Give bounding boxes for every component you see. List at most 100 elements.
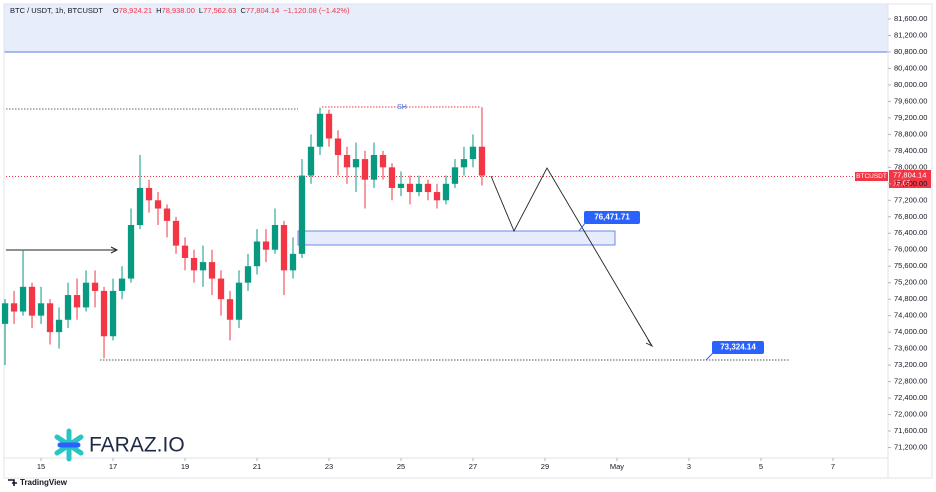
candle-body — [235, 282, 243, 320]
candle-body — [217, 278, 225, 300]
x-tick-label: 25 — [397, 462, 405, 471]
candle-body — [190, 257, 198, 271]
price-tag-text: 73,324.14 — [720, 343, 756, 352]
x-tick-label: 17 — [109, 462, 117, 471]
candle-body — [325, 113, 333, 139]
price-tag-text: 76,471.71 — [594, 213, 630, 222]
candle-body — [199, 262, 207, 271]
header: BTC / USDT, 1h, BTCUSDT O78,924.21 H78,93… — [10, 6, 350, 15]
x-tick-label: 19 — [181, 462, 189, 471]
y-tick-label: 72,000.00 — [894, 410, 927, 419]
y-tick-label: 76,400.00 — [894, 228, 927, 237]
y-tick-label: 77,200.00 — [894, 195, 927, 204]
candle-body — [181, 245, 189, 258]
ohlc-key: O — [113, 6, 119, 15]
candle-body — [478, 146, 486, 176]
symbol-title: BTC / USDT, 1h, BTCUSDT — [10, 6, 103, 15]
y-tick-label: 75,200.00 — [894, 278, 927, 287]
candle-body — [100, 290, 108, 337]
ohlc-key: C — [240, 6, 246, 15]
candle-body — [109, 290, 117, 337]
candle-body — [28, 286, 36, 316]
x-tick-label: 29 — [541, 462, 549, 471]
candle-body — [127, 225, 135, 279]
y-tick-label: 79,200.00 — [894, 113, 927, 122]
candle-body — [253, 241, 261, 267]
projection-arrow — [645, 339, 654, 348]
candle-body — [298, 175, 306, 254]
price-tag — [712, 341, 764, 354]
y-tick-label: 81,200.00 — [894, 30, 927, 39]
candle-body — [307, 146, 315, 176]
candle-body — [226, 299, 234, 320]
y-tick-label: 81,600.00 — [894, 14, 927, 23]
candle-body — [163, 208, 171, 221]
candle-body — [37, 303, 45, 316]
candle-body — [343, 154, 351, 168]
candle-body — [469, 146, 477, 160]
candle-body — [64, 295, 72, 320]
y-tick-label: 74,000.00 — [894, 327, 927, 336]
candle-body — [316, 113, 324, 147]
candle-body — [388, 167, 396, 188]
y-tick-label: 80,400.00 — [894, 63, 927, 72]
y-tick-label: 74,400.00 — [894, 311, 927, 320]
demand-zone — [297, 230, 616, 246]
candle-body — [451, 167, 459, 184]
candle-body — [172, 220, 180, 246]
y-tick-label: 71,200.00 — [894, 442, 927, 451]
candle-body — [118, 278, 126, 291]
y-tick-label: 80,800.00 — [894, 47, 927, 56]
candle-body — [262, 241, 270, 250]
x-tick-label: 7 — [831, 462, 835, 471]
candle-body — [91, 282, 99, 291]
ohlc-value: 77,562.63 — [203, 6, 236, 15]
x-tick-label: 27 — [469, 462, 477, 471]
countdown-text: 15:05 — [893, 180, 911, 187]
candle-body — [82, 282, 90, 308]
y-tick-label: 73,200.00 — [894, 360, 927, 369]
y-tick-label: 79,600.00 — [894, 96, 927, 105]
arrow-head — [110, 246, 119, 254]
ohlc-key: H — [156, 6, 161, 15]
y-tick-label: 72,400.00 — [894, 393, 927, 402]
candle-body — [136, 187, 144, 226]
candle-body — [289, 253, 297, 271]
candle-body — [379, 154, 387, 168]
candle-body — [334, 138, 342, 155]
symbol-tag-text: BTCUSDT — [856, 173, 887, 180]
top-zone — [4, 4, 888, 52]
candle-body — [154, 200, 162, 209]
candle-body — [415, 183, 423, 193]
y-tick-label: 80,000.00 — [894, 80, 927, 89]
y-tick-label: 73,600.00 — [894, 344, 927, 353]
y-tick-label: 72,800.00 — [894, 377, 927, 386]
candle-body — [370, 154, 378, 180]
x-tick-label: 15 — [37, 462, 45, 471]
candle-body — [1, 303, 9, 324]
change: −1,120.08 (−1.42%) — [283, 6, 350, 15]
candle-body — [271, 225, 279, 250]
candle-body — [352, 159, 360, 168]
y-tick-label: 78,000.00 — [894, 162, 927, 171]
candle-body — [433, 192, 441, 201]
ohlc-value: 78,938.00 — [162, 6, 195, 15]
x-tick-label: 23 — [325, 462, 333, 471]
y-tick-label: 76,000.00 — [894, 245, 927, 254]
candle-body — [397, 183, 405, 188]
candle-body — [442, 183, 450, 201]
ohlc-key: L — [199, 6, 203, 15]
x-tick-label: 5 — [759, 462, 763, 471]
candle-body — [244, 266, 252, 283]
y-tick-label: 77,600.00 — [894, 179, 927, 188]
x-tick-label: 3 — [687, 462, 691, 471]
candle-body — [424, 183, 432, 193]
candle-body — [406, 183, 414, 193]
candle-body — [361, 159, 369, 180]
y-tick-label: 74,800.00 — [894, 294, 927, 303]
y-tick-label: 75,600.00 — [894, 261, 927, 270]
y-tick-label: 76,800.00 — [894, 212, 927, 221]
last-price-tag — [889, 170, 931, 188]
candle-body — [73, 295, 81, 308]
